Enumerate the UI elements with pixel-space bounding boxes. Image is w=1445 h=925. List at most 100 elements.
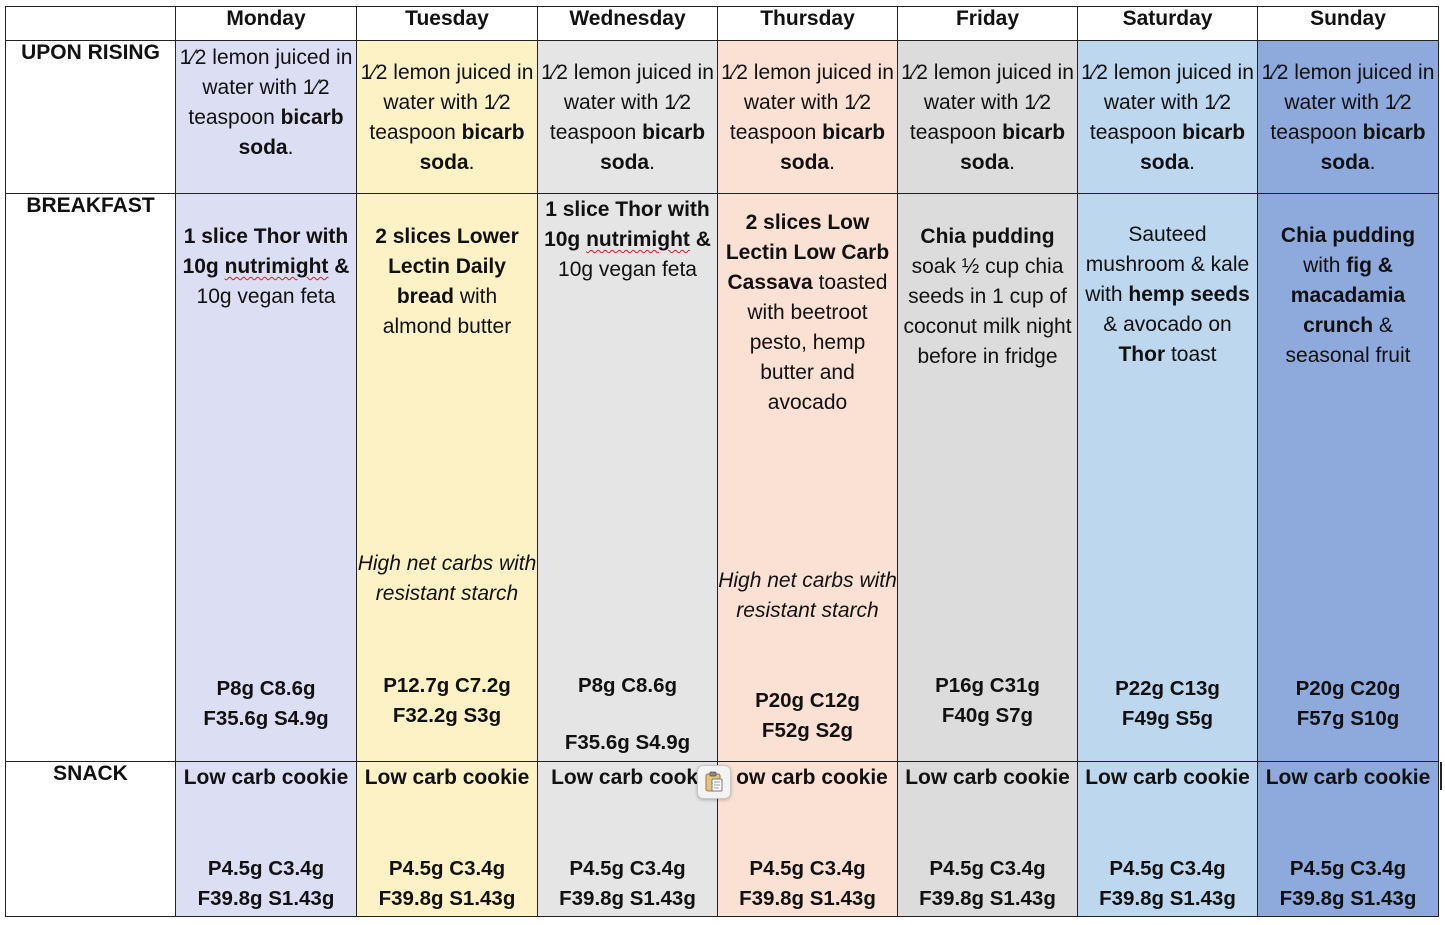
- snack-cell-tuesday[interactable]: Low carb cookie P4.5g C3.4g F39.8g S1.43…: [356, 761, 538, 917]
- rising-bold: bicarb soda: [960, 121, 1066, 174]
- breakfast-cell-monday[interactable]: 1 slice Thor with 10g nutrimight & 10g v…: [175, 193, 357, 762]
- upon-rising-row: UPON RISING 1⁄2 lemon juiced in water wi…: [5, 40, 1439, 194]
- snack-row: SNACK Low carb cookie P4.5g C3.4g F39.8g…: [5, 761, 1439, 917]
- text-cursor: [1440, 762, 1442, 790]
- breakfast-desc: 10g vegan feta: [196, 285, 336, 308]
- day-header-sunday[interactable]: Sunday: [1257, 6, 1439, 41]
- rising-post: .: [829, 151, 835, 174]
- breakfast-desc: with almond butter: [382, 285, 512, 338]
- day-header-wednesday[interactable]: Wednesday: [537, 6, 718, 41]
- breakfast-note: High net carbs with resistant starch: [357, 552, 537, 605]
- rising-bold: bicarb soda: [419, 121, 525, 174]
- macros-line-2: F40g S7g: [941, 704, 1034, 727]
- rising-post: .: [468, 151, 475, 174]
- breakfast-desc: Sauteed mushroom & kale with: [1085, 223, 1250, 306]
- snack-cell-wednesday[interactable]: Low carb cooki P4.5g C3.4g F39.8g S1.43g: [537, 761, 718, 917]
- rising-text: 1⁄2 lemon juiced in water with 1⁄2 teasp…: [1261, 61, 1435, 144]
- rising-bold: bicarb soda: [238, 106, 344, 159]
- breakfast-cell-thursday[interactable]: 2 slices Low Lectin Low Carb Cassava toa…: [717, 193, 898, 762]
- header-row: Monday Tuesday Wednesday Thursday Friday…: [5, 6, 1439, 41]
- breakfast-item: &: [689, 228, 711, 251]
- snack-title: Low carb cookie: [1085, 766, 1250, 789]
- breakfast-desc: toasted with beetroot pesto, hemp butter…: [747, 271, 888, 414]
- breakfast-desc: with: [1303, 254, 1347, 277]
- breakfast-note: High net carbs with resistant starch: [718, 569, 897, 622]
- breakfast-item: 2 slices Lower Lectin Daily bread: [375, 225, 519, 308]
- macros-line-2: F35.6g S4.9g: [203, 707, 329, 730]
- breakfast-cell-saturday[interactable]: Sauteed mushroom & kale with hemp seeds …: [1077, 193, 1258, 762]
- upon-rising-cell-thursday[interactable]: 1⁄2 lemon juiced in water with 1⁄2 teasp…: [717, 40, 898, 194]
- rising-post: .: [1369, 151, 1376, 174]
- macros-line-1: P4.5g C3.4g: [1109, 857, 1226, 880]
- breakfast-cell-wednesday[interactable]: 1 slice Thor with 10g nutrimight & 10g v…: [537, 193, 718, 762]
- macros-line-1: P8g C8.6g: [216, 677, 316, 700]
- rising-post: .: [287, 136, 294, 159]
- day-header-monday[interactable]: Monday: [175, 6, 357, 41]
- upon-rising-cell-wednesday[interactable]: 1⁄2 lemon juiced in water with 1⁄2 teasp…: [537, 40, 718, 194]
- macros-line-2: F39.8g S1.43g: [1279, 887, 1417, 910]
- snack-cell-monday[interactable]: Low carb cookie P4.5g C3.4g F39.8g S1.43…: [175, 761, 357, 917]
- day-header-thursday[interactable]: Thursday: [717, 6, 898, 41]
- snack-cell-sunday[interactable]: Low carb cookie P4.5g C3.4g F39.8g S1.43…: [1257, 761, 1439, 917]
- breakfast-cell-friday[interactable]: Chia pudding soak ½ cup chia seeds in 1 c…: [897, 193, 1078, 762]
- breakfast-desc: & seasonal fruit: [1285, 314, 1411, 367]
- macros-line-2: F49g S5g: [1121, 707, 1214, 730]
- day-header-friday[interactable]: Friday: [897, 6, 1078, 41]
- snack-title: Low carb cookie: [183, 766, 349, 789]
- macros-line-2: F39.8g S1.43g: [1099, 887, 1236, 910]
- macros-line-2: F52g S2g: [761, 719, 854, 742]
- row-label-snack[interactable]: SNACK: [5, 761, 176, 917]
- macros-line-2: F39.8g S1.43g: [559, 887, 696, 910]
- snack-title: ow carb cookie: [736, 766, 888, 789]
- macros-line-1: P4.5g C3.4g: [569, 857, 686, 880]
- rising-text: 1⁄2 lemon juiced in water with 1⁄2 teasp…: [360, 61, 534, 144]
- breakfast-item: 1 slice Thor with 10g: [544, 198, 710, 251]
- upon-rising-cell-sunday[interactable]: 1⁄2 lemon juiced in water with 1⁄2 teasp…: [1257, 40, 1439, 194]
- breakfast-cell-tuesday[interactable]: 2 slices Lower Lectin Daily bread with a…: [356, 193, 538, 762]
- macros-line-2: F32.2g S3g: [392, 704, 502, 727]
- rising-bold: bicarb soda: [1140, 121, 1246, 174]
- snack-cell-saturday[interactable]: Low carb cookie P4.5g C3.4g F39.8g S1.43…: [1077, 761, 1258, 917]
- snack-cell-friday[interactable]: Low carb cookie P4.5g C3.4g F39.8g S1.43…: [897, 761, 1078, 917]
- breakfast-item: Chia pudding: [920, 225, 1055, 248]
- rising-bold: bicarb soda: [1320, 121, 1426, 174]
- macros-line-2: F35.6g S4.9g: [564, 731, 691, 754]
- upon-rising-cell-monday[interactable]: 1⁄2 lemon juiced in water with 1⁄2 teasp…: [175, 40, 357, 194]
- breakfast-desc: & avocado on: [1103, 313, 1232, 336]
- macros-line-2: F39.8g S1.43g: [197, 887, 335, 910]
- macros-line-2: F57g S10g: [1296, 707, 1400, 730]
- macros-line-1: P4.5g C3.4g: [207, 857, 325, 880]
- upon-rising-cell-saturday[interactable]: 1⁄2 lemon juiced in water with 1⁄2 teasp…: [1077, 40, 1258, 194]
- macros-line-1: P4.5g C3.4g: [1289, 857, 1407, 880]
- upon-rising-cell-friday[interactable]: 1⁄2 lemon juiced in water with 1⁄2 teasp…: [897, 40, 1078, 194]
- macros-line-1: P8g C8.6g: [577, 674, 678, 697]
- snack-title: Low carb cookie: [905, 766, 1070, 789]
- breakfast-desc: toast: [1165, 343, 1217, 366]
- macros-line-1: P4.5g C3.4g: [388, 857, 506, 880]
- breakfast-item: 2 slices Low Lectin Low Carb Cassava: [725, 211, 890, 294]
- breakfast-desc: soak ½ cup chia seeds in 1 cup of coconu…: [903, 255, 1072, 368]
- breakfast-cell-sunday[interactable]: Chia pudding with fig & macadamia crunch…: [1257, 193, 1439, 762]
- breakfast-item: 1 slice Thor with 10g: [182, 225, 349, 278]
- rising-bold: bicarb soda: [780, 121, 886, 174]
- upon-rising-cell-tuesday[interactable]: 1⁄2 lemon juiced in water with 1⁄2 teasp…: [356, 40, 538, 194]
- macros-line-1: P22g C13g: [1115, 677, 1220, 700]
- breakfast-item: fig & macadamia crunch: [1290, 254, 1406, 337]
- macros-line-1: P20g C12g: [755, 689, 860, 712]
- macros-line-1: P12.7g C7.2g: [383, 674, 511, 697]
- snack-title: Low carb cooki: [551, 766, 704, 789]
- spellcheck-word: nutrimight: [586, 228, 690, 251]
- macros-line-1: P4.5g C3.4g: [929, 857, 1046, 880]
- breakfast-desc: 10g vegan feta: [558, 258, 697, 281]
- corner-cell: [5, 6, 176, 41]
- breakfast-item: hemp seeds: [1128, 283, 1250, 306]
- day-header-tuesday[interactable]: Tuesday: [356, 6, 538, 41]
- snack-cell-thursday[interactable]: ow carb cookie P4.5g C3.4g F39.8g S1.43g: [717, 761, 898, 917]
- snack-title: Low carb cookie: [364, 766, 530, 789]
- macros-line-2: F39.8g S1.43g: [378, 887, 516, 910]
- clipboard-paste-icon[interactable]: [697, 765, 731, 799]
- row-label-upon-rising[interactable]: UPON RISING: [5, 40, 176, 194]
- day-header-saturday[interactable]: Saturday: [1077, 6, 1258, 41]
- row-label-breakfast[interactable]: BREAKFAST: [5, 193, 176, 762]
- rising-bold: bicarb soda: [600, 121, 706, 174]
